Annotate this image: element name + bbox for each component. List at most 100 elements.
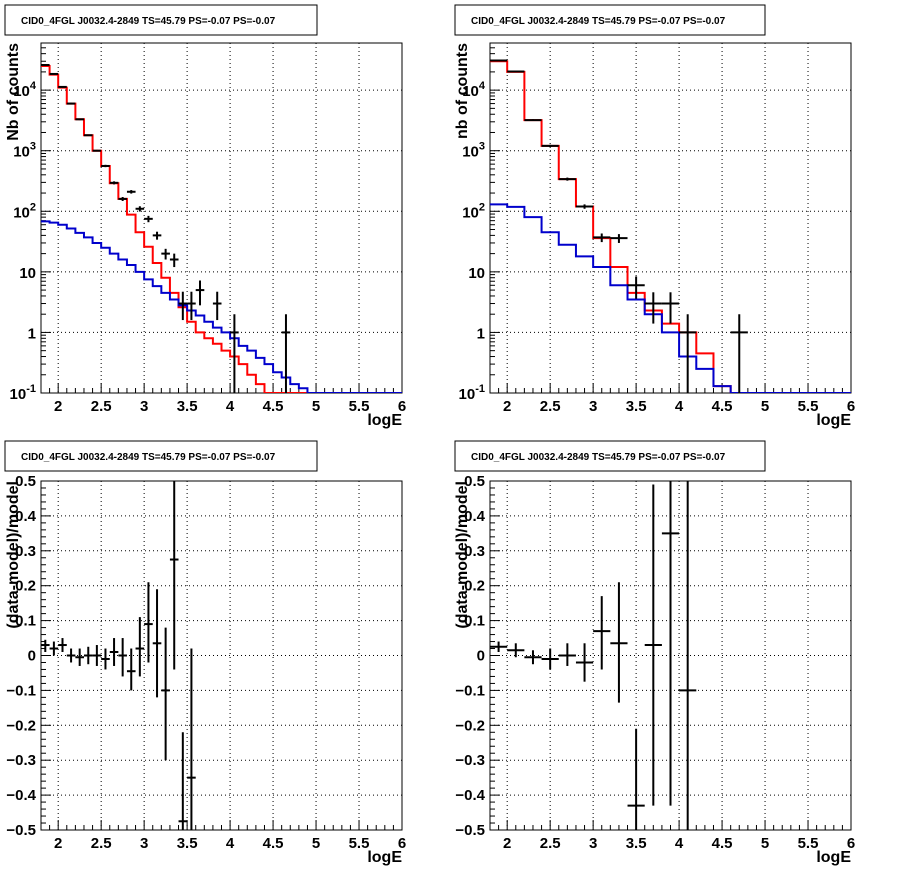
data-point <box>627 276 645 299</box>
y-tick-base: 1 <box>28 325 36 342</box>
y-tick-base: 10 <box>459 386 476 403</box>
panel-bottom-right: CID0_4FGL J0032.4-2849 TS=45.79 PS=-0.07… <box>454 440 855 866</box>
y-tick-label: 0.2 <box>15 578 36 595</box>
y-tick-label: 103 <box>462 141 485 161</box>
data-point <box>161 248 170 260</box>
x-tick-label: 6 <box>398 835 406 852</box>
y-tick-label: −0.1 <box>455 682 485 699</box>
plot-frame <box>40 42 403 394</box>
y-tick-label: 1 <box>28 325 36 342</box>
y-axis-label: Nb of counts <box>5 43 22 141</box>
data-point <box>92 645 102 666</box>
x-tick-label: 3.5 <box>177 835 198 852</box>
data-point <box>118 197 127 201</box>
y-tick-exponent: -1 <box>475 383 485 395</box>
data-layer <box>41 63 402 393</box>
y-tick-label: 104 <box>462 80 486 100</box>
y-tick-label: 10-1 <box>459 383 485 403</box>
data-point <box>135 206 145 212</box>
y-tick-label: 0.1 <box>464 613 485 630</box>
data-point <box>144 582 153 663</box>
data-point <box>507 70 525 73</box>
x-tick-label: 2.5 <box>540 835 561 852</box>
y-tick-label: 0.1 <box>15 613 36 630</box>
chart-title: CID0_4FGL J0032.4-2849 TS=45.79 PS=-0.07… <box>471 452 726 463</box>
y-axis-label: (data-model)/model <box>5 481 22 629</box>
data-point <box>109 638 119 666</box>
data-layer <box>490 59 851 393</box>
data-point <box>49 641 59 656</box>
title-box <box>454 4 766 36</box>
data-point <box>610 582 628 703</box>
data-point <box>593 596 611 670</box>
grid-lines <box>41 43 403 394</box>
y-tick-base: 10 <box>468 265 485 282</box>
y-tick-label: 0.4 <box>464 508 486 525</box>
data-point <box>58 638 67 653</box>
data-point <box>66 648 76 663</box>
x-tick-label: 3 <box>140 398 148 415</box>
x-tick-label: 3 <box>589 398 597 415</box>
y-tick-exponent: 2 <box>479 201 485 213</box>
data-point <box>661 292 680 324</box>
data-point <box>541 648 559 670</box>
data-point <box>101 164 110 168</box>
chart-title: CID0_4FGL J0032.4-2849 TS=45.79 PS=-0.07… <box>21 16 276 27</box>
data-point <box>83 646 93 665</box>
y-tick-label: 10 <box>468 265 485 282</box>
data-point <box>558 177 576 181</box>
data-point <box>169 481 179 670</box>
grid-lines <box>490 43 852 394</box>
y-tick-label: 1 <box>477 325 485 342</box>
data-point <box>169 253 179 268</box>
y-tick-label: 10-1 <box>10 383 36 403</box>
x-tick-label: 4.5 <box>263 398 284 415</box>
data-point <box>541 144 559 148</box>
data-layer <box>41 481 196 830</box>
x-tick-label: 5 <box>312 398 320 415</box>
plot-frame <box>489 42 852 394</box>
data-point <box>41 63 50 66</box>
data-point <box>212 291 222 321</box>
x-tick-label: 4.5 <box>263 835 284 852</box>
y-tick-label: −0.5 <box>6 822 36 839</box>
data-layer <box>490 481 697 830</box>
data-point <box>575 643 594 682</box>
data-point <box>490 641 508 653</box>
x-axis-label: logE <box>816 849 851 866</box>
data-point <box>661 481 680 806</box>
data-point <box>83 134 93 137</box>
x-tick-label: 6 <box>398 398 406 415</box>
data-point <box>644 292 662 324</box>
data-point <box>558 643 576 666</box>
y-tick-label: 102 <box>13 201 36 221</box>
y-tick-label: 0.5 <box>15 473 36 490</box>
y-tick-base: 10 <box>19 265 36 282</box>
y-tick-base: 10 <box>13 204 30 221</box>
y-tick-exponent: 4 <box>30 80 37 92</box>
data-point <box>152 231 162 240</box>
data-point <box>135 617 145 677</box>
y-tick-label: 103 <box>13 141 36 161</box>
x-tick-label: 5.5 <box>349 835 370 852</box>
y-tick-exponent: 2 <box>30 201 36 213</box>
histogram-background <box>41 220 402 393</box>
x-tick-label: 4 <box>675 398 684 415</box>
y-tick-base: 10 <box>462 83 479 100</box>
y-tick-label: 0.5 <box>464 473 485 490</box>
data-point <box>644 484 662 806</box>
x-tick-label: 2 <box>54 398 62 415</box>
data-point <box>187 291 196 321</box>
x-tick-label: 3.5 <box>626 835 647 852</box>
y-tick-base: 10 <box>462 144 479 161</box>
y-tick-label: 102 <box>462 201 485 221</box>
data-point <box>75 648 84 666</box>
x-tick-label: 2 <box>503 835 511 852</box>
x-axis-label: logE <box>367 849 402 866</box>
y-tick-base: 10 <box>462 204 479 221</box>
y-tick-label: −0.3 <box>455 752 485 769</box>
data-point <box>109 181 119 185</box>
data-point <box>66 102 76 105</box>
x-tick-label: 2.5 <box>540 398 561 415</box>
y-tick-exponent: 4 <box>479 80 486 92</box>
